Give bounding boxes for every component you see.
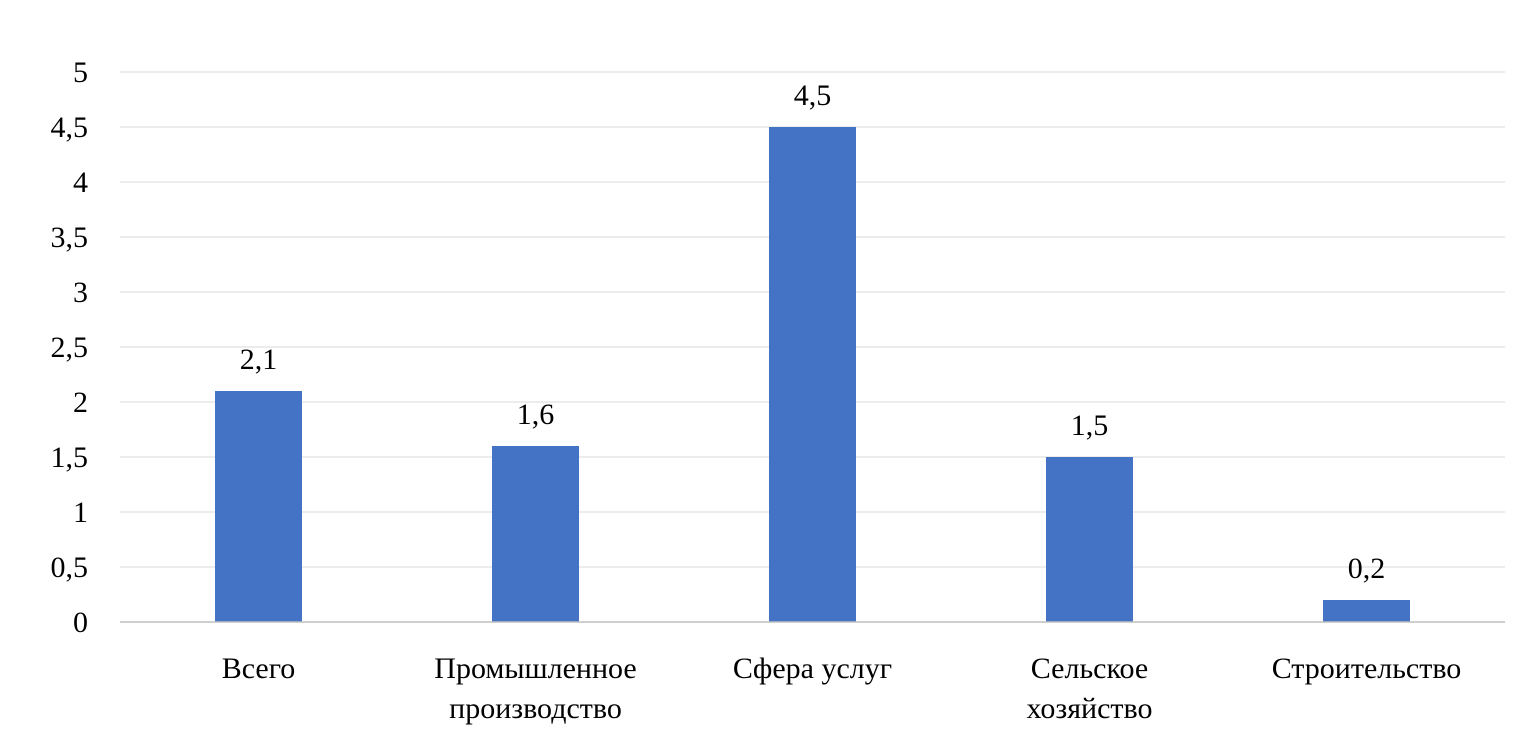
category-label-line: Всего bbox=[222, 652, 296, 685]
data-labels: 2,1 1,6 4,5 1,5 0,2 bbox=[240, 79, 1386, 585]
category-label-line: производство bbox=[449, 692, 622, 725]
category-labels: Всего Промышленное производство Сфера услуг… bbox=[222, 652, 1462, 725]
data-label: 1,5 bbox=[1071, 409, 1109, 442]
y-tick-label: 1 bbox=[73, 496, 88, 529]
bar bbox=[769, 127, 856, 622]
y-tick-label: 3 bbox=[73, 276, 88, 309]
data-label: 2,1 bbox=[240, 343, 278, 376]
y-tick-label: 0 bbox=[73, 606, 88, 639]
bar bbox=[1046, 457, 1133, 622]
category-label-line: Промышленное bbox=[434, 652, 636, 685]
category-label: Всего bbox=[222, 652, 296, 685]
y-tick-label: 4 bbox=[73, 166, 88, 199]
category-label-line: Строительство bbox=[1272, 652, 1462, 685]
category-label: Сфера услуг bbox=[733, 652, 892, 685]
y-tick-label: 4,5 bbox=[51, 111, 89, 144]
bar bbox=[215, 391, 302, 622]
category-label-line: Сельское bbox=[1031, 652, 1148, 685]
bar bbox=[492, 446, 579, 622]
data-label: 1,6 bbox=[517, 398, 555, 431]
data-label: 0,2 bbox=[1348, 552, 1386, 585]
data-label: 4,5 bbox=[794, 79, 832, 112]
category-label: Промышленное производство bbox=[434, 652, 636, 725]
category-label: Строительство bbox=[1272, 652, 1462, 685]
y-tick-label: 5 bbox=[73, 56, 88, 89]
y-axis-ticks: 0 0,5 1 1,5 2 2,5 3 3,5 4 4,5 5 bbox=[51, 56, 89, 639]
category-label-line: Сфера услуг bbox=[733, 652, 892, 685]
y-tick-label: 3,5 bbox=[51, 221, 89, 254]
category-label: Сельское хозяйство bbox=[1027, 652, 1153, 725]
bars bbox=[215, 127, 1410, 622]
y-tick-label: 1,5 bbox=[51, 441, 89, 474]
category-label-line: хозяйство bbox=[1027, 692, 1153, 725]
y-tick-label: 2 bbox=[73, 386, 88, 419]
y-tick-label: 2,5 bbox=[51, 331, 89, 364]
bar bbox=[1323, 600, 1410, 622]
y-tick-label: 0,5 bbox=[51, 551, 89, 584]
